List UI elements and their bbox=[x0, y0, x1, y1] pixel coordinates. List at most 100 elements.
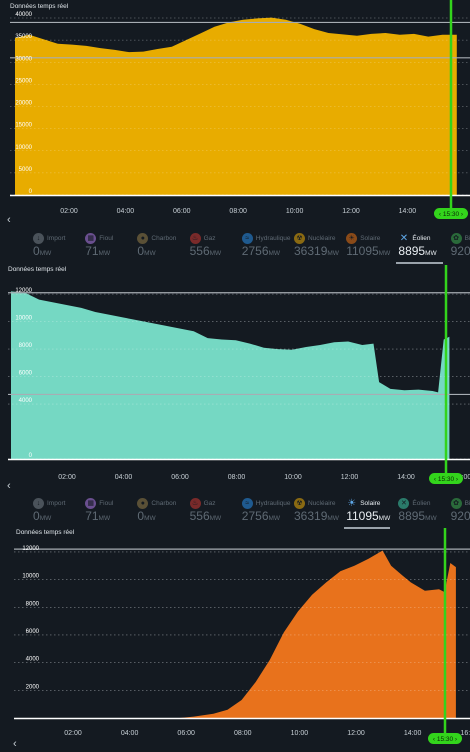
legend-item-fioul[interactable]: ▦ Fioul 71MW bbox=[85, 228, 135, 266]
chart-panel-solaire: Données temps réel 12000 10000 8000 6000 400… bbox=[0, 528, 470, 752]
legend-item-value: 556MW bbox=[189, 244, 222, 258]
y-tick-label: 15000 bbox=[15, 123, 32, 129]
y-tick-label: 6000 bbox=[26, 629, 40, 635]
back-icon[interactable]: ‹ bbox=[13, 738, 17, 750]
x-tick-label: 12:00 bbox=[347, 730, 365, 737]
legend-item-header: ☢ Nucléaire bbox=[294, 498, 335, 509]
series-area bbox=[11, 291, 450, 459]
production-chart[interactable]: 12000 10000 8000 6000 4000 0 02:00 04:00 06:00 08… bbox=[0, 265, 470, 493]
time-cursor-label: ‹ 15:30 › bbox=[439, 211, 463, 218]
legend-item-header: ♨ Gaz bbox=[189, 233, 216, 244]
close-icon: ☀ bbox=[347, 498, 357, 509]
legend-item-bi[interactable]: ✿Bi920MW bbox=[450, 493, 470, 531]
fuel-icon: ▦ bbox=[85, 233, 97, 244]
active-tab-underline bbox=[344, 527, 391, 529]
legend-item-olien[interactable]: ✕ Éolien 8895MW bbox=[396, 228, 448, 266]
legend-item-label: Import bbox=[47, 500, 66, 508]
legend-item-value: 71MW bbox=[85, 244, 111, 258]
legend-item-label: Fioul bbox=[99, 500, 114, 508]
legend-item-header: ▦ Fioul bbox=[85, 498, 113, 509]
sun-icon: ☀ bbox=[346, 233, 358, 244]
x-tick-label: 08:00 bbox=[234, 730, 252, 737]
series-area bbox=[15, 17, 457, 195]
legend-item-header: ☀ Solaire bbox=[346, 233, 380, 244]
legend-item-label: Charbon bbox=[151, 235, 177, 243]
legend-item-label: Gaz bbox=[203, 500, 216, 508]
legend-item-import[interactable]: ↓ Import 0MW bbox=[33, 228, 83, 266]
y-tick-label: 6000 bbox=[19, 371, 33, 377]
x-tick-label: 08:00 bbox=[229, 208, 247, 215]
legend-item-label: Bi bbox=[464, 500, 470, 508]
legend-item-header: ☢ Nucléaire bbox=[294, 233, 335, 244]
legend-item-label: Solaire bbox=[360, 235, 381, 243]
chart-title: Données temps réel bbox=[16, 529, 75, 536]
legend-item-header: ▦ Fioul bbox=[85, 233, 113, 244]
x-tick-label: 02:00 bbox=[60, 208, 78, 215]
x-tick-label: 10:00 bbox=[284, 474, 302, 481]
legend-item-label: Gaz bbox=[203, 235, 216, 243]
time-cursor-pill[interactable] bbox=[428, 733, 462, 744]
legend-item-hydraulique[interactable]: ≈ Hydraulique 2756MW bbox=[241, 228, 292, 266]
legend-item-solaire[interactable]: ☀ Solaire 11095MW bbox=[344, 493, 396, 531]
x-tick-label: 10:00 bbox=[286, 208, 304, 215]
time-cursor-pill[interactable] bbox=[429, 473, 463, 484]
legend-item-value: 8895MW bbox=[398, 509, 437, 523]
x-tick-label: 04:00 bbox=[117, 208, 135, 215]
flame-icon: ♨ bbox=[189, 498, 201, 509]
solaire-chart[interactable]: 12000 10000 8000 6000 4000 2000 02:00 04:00 06:0… bbox=[0, 528, 470, 752]
leaf-icon: ✿ bbox=[450, 498, 462, 509]
legend-item-value: 0MW bbox=[33, 509, 52, 523]
legend-item-solaire[interactable]: ☀ Solaire 11095MW bbox=[346, 228, 396, 266]
time-cursor-pill[interactable] bbox=[434, 208, 468, 219]
fuel-icon: ▦ bbox=[85, 498, 97, 509]
legend-item-nuclaire[interactable]: ☢ Nucléaire 36319MW bbox=[294, 493, 344, 531]
nuclear-icon: ☢ bbox=[294, 233, 305, 244]
legend-item-value: 11095MW bbox=[346, 244, 391, 258]
legend-item-label: Éolien bbox=[412, 500, 431, 508]
legend-item-label: Solaire bbox=[360, 500, 381, 508]
legend-item-olien[interactable]: ✕ Éolien 8895MW bbox=[398, 493, 448, 531]
x-tick-label: 14:00 bbox=[399, 208, 417, 215]
eolien-chart[interactable]: 40000 35000 30000 25000 20000 15000 10000 5000 0… bbox=[0, 0, 470, 228]
close-icon: ✕ bbox=[399, 233, 409, 244]
legend-item-charbon[interactable]: ● Charbon 0MW bbox=[137, 228, 187, 266]
legend-item-fioul[interactable]: ▦ Fioul 71MW bbox=[85, 493, 135, 531]
y-tick-label: 4000 bbox=[26, 657, 40, 663]
chart-panel-production: Données temps réel 12000 10000 8000 6000 400… bbox=[0, 265, 470, 493]
legend-item-gaz[interactable]: ♨ Gaz 556MW bbox=[189, 493, 240, 531]
legend-item-header: ✕ Éolien bbox=[398, 233, 431, 244]
legend-item-label: Charbon bbox=[151, 500, 177, 508]
legend-item-value: 920MW bbox=[450, 509, 470, 523]
y-tick-label: 30000 bbox=[15, 56, 32, 62]
y-tick-label: 8000 bbox=[26, 601, 40, 607]
legend-item-gaz[interactable]: ♨ Gaz 556MW bbox=[189, 228, 240, 266]
x-tick-label: 14:00 bbox=[404, 730, 422, 737]
legend-item-header: ✕ Éolien bbox=[398, 498, 430, 509]
legend-item-hydraulique[interactable]: ≈ Hydraulique 2756MW bbox=[241, 493, 292, 531]
legend-item-charbon[interactable]: ● Charbon 0MW bbox=[137, 493, 187, 531]
coal-icon: ● bbox=[137, 233, 149, 244]
legend-item-header: ≈ Hydraulique bbox=[241, 233, 290, 244]
legend-item-bi[interactable]: ✿Bi920MW bbox=[450, 228, 470, 266]
y-tick-label: 12000 bbox=[15, 288, 32, 294]
legend-item-value: 0MW bbox=[137, 244, 156, 258]
series-area bbox=[16, 550, 456, 718]
legend-item-import[interactable]: ↓ Import 0MW bbox=[33, 493, 83, 531]
production-legend: ↓ Import 0MW ▦ Fioul 71MW ● Charbon 0MW ♨ Gaz 556MW… bbox=[0, 228, 470, 268]
legend-item-label: Bi bbox=[464, 235, 470, 243]
legend-item-nuclaire[interactable]: ☢ Nucléaire 36319MW bbox=[294, 228, 344, 266]
x-tick-label: 06:00 bbox=[177, 730, 195, 737]
y-tick-label: 10000 bbox=[15, 145, 32, 151]
y-tick-label: 40000 bbox=[15, 12, 32, 18]
legend-item-label: Nucléaire bbox=[308, 235, 336, 243]
chart-title: Données temps réel bbox=[10, 3, 69, 10]
x-tick-label: 12:00 bbox=[342, 208, 360, 215]
x-tick-label: 10:00 bbox=[291, 730, 309, 737]
x-tick-label: 14:00 bbox=[397, 474, 415, 481]
x-tick-label: 02:00 bbox=[64, 730, 82, 737]
back-icon[interactable]: ‹ bbox=[7, 214, 11, 226]
legend-item-value: 2756MW bbox=[241, 509, 281, 523]
legend-item-header: ≈ Hydraulique bbox=[241, 498, 290, 509]
legend-item-value: 0MW bbox=[33, 244, 52, 258]
back-icon[interactable]: ‹ bbox=[7, 480, 11, 492]
